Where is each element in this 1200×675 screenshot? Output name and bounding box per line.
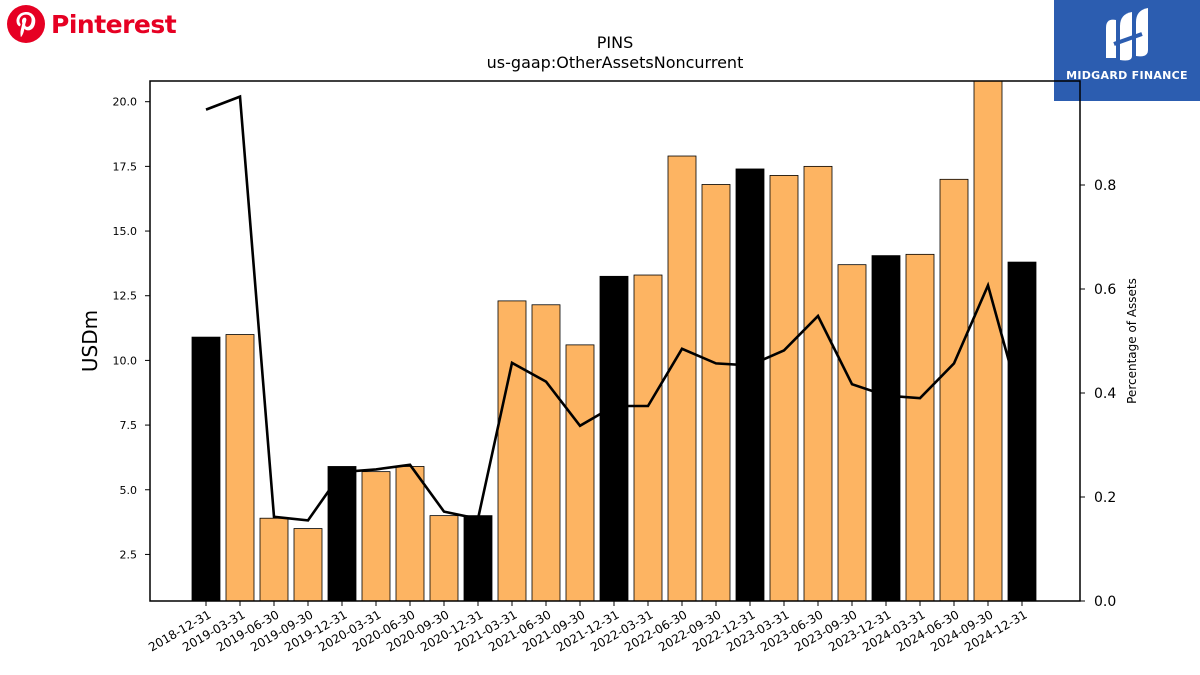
bar xyxy=(769,175,799,602)
ratio-line-path xyxy=(205,94,1024,522)
y-tick-label: 20.0 xyxy=(113,96,138,109)
y2-tick-label: 0.8 xyxy=(1094,178,1116,194)
bar xyxy=(531,304,561,602)
bar xyxy=(225,334,255,602)
bar xyxy=(259,517,289,602)
bar xyxy=(667,155,697,602)
bar xyxy=(633,274,663,602)
y2-tick-label: 0.2 xyxy=(1094,490,1116,506)
bar xyxy=(871,255,901,602)
y-tick-label: 5.0 xyxy=(120,484,138,497)
y-tick-label: 2.5 xyxy=(120,548,138,561)
bar xyxy=(837,264,867,602)
y-axis-label: USDm xyxy=(78,310,102,372)
chart-subtitle: us-gaap:OtherAssetsNoncurrent xyxy=(487,53,744,72)
y-tick-label: 17.5 xyxy=(113,160,138,173)
brand: Pinterest xyxy=(6,4,177,44)
bar xyxy=(701,184,731,602)
pinterest-logo-icon xyxy=(7,5,45,43)
y2-tick-label: 0.6 xyxy=(1094,282,1116,298)
midgard-logo-icon xyxy=(1106,8,1148,61)
bar xyxy=(429,515,459,602)
bar xyxy=(1007,261,1037,602)
bar xyxy=(395,466,425,602)
bar xyxy=(463,515,493,602)
bar xyxy=(905,253,935,602)
bar xyxy=(599,275,629,602)
bar xyxy=(939,178,969,602)
bar xyxy=(191,336,221,602)
y-tick-label: 10.0 xyxy=(113,354,138,367)
midgard-finance-label: MIDGARD FINANCE xyxy=(1066,69,1188,82)
chart-title: PINS xyxy=(597,33,634,52)
brand-name: Pinterest xyxy=(51,9,177,39)
bar xyxy=(973,80,1003,602)
y-tick-label: 7.5 xyxy=(120,419,138,432)
bar xyxy=(565,344,595,602)
y-tick-label: 15.0 xyxy=(113,225,138,238)
plot-frame xyxy=(149,80,1081,602)
midgard-finance-badge: MIDGARD FINANCE xyxy=(1054,0,1200,101)
bar xyxy=(735,168,765,602)
y2-axis-label: Percentage of Assets xyxy=(1125,278,1139,404)
ratio-line xyxy=(205,94,1024,522)
bar xyxy=(361,471,391,602)
y2-tick-label: 0.4 xyxy=(1094,386,1116,402)
y2-tick-label: 0.0 xyxy=(1094,594,1116,610)
bars xyxy=(191,80,1037,602)
bar xyxy=(293,528,323,602)
y-tick-label: 12.5 xyxy=(113,290,138,303)
bar xyxy=(803,165,833,602)
bar xyxy=(497,300,527,602)
